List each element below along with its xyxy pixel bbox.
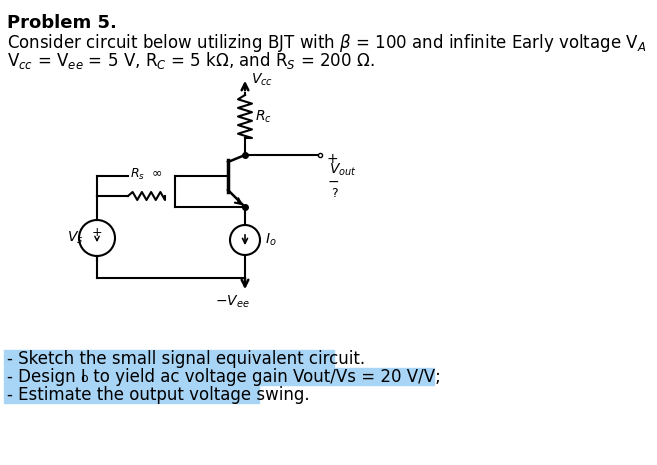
Text: −: − xyxy=(328,175,340,189)
Text: +: + xyxy=(326,152,338,166)
Text: $R_c$: $R_c$ xyxy=(255,108,272,125)
Bar xyxy=(4,368,434,385)
Text: ?: ? xyxy=(331,187,338,200)
Text: to yield ac voltage gain Vout/Vs = 20 V/V;: to yield ac voltage gain Vout/Vs = 20 V/… xyxy=(88,368,441,386)
Text: - Design I: - Design I xyxy=(7,368,86,386)
Text: $R_s$  $\infty$: $R_s$ $\infty$ xyxy=(130,167,163,182)
Text: $V_s$: $V_s$ xyxy=(67,230,83,246)
Text: +: + xyxy=(92,226,102,239)
Text: $V_{out}$: $V_{out}$ xyxy=(329,162,357,179)
Text: $I_o$: $I_o$ xyxy=(265,232,277,248)
Text: Consider circuit below utilizing BJT with $\beta$ = 100 and infinite Early volta: Consider circuit below utilizing BJT wit… xyxy=(7,32,646,54)
Text: - Estimate the output voltage swing.: - Estimate the output voltage swing. xyxy=(7,386,309,404)
Bar xyxy=(4,350,334,367)
Text: - Sketch the small signal equivalent circuit.: - Sketch the small signal equivalent cir… xyxy=(7,350,365,368)
Bar xyxy=(4,386,259,403)
Text: $-V_{ee}$: $-V_{ee}$ xyxy=(215,294,250,311)
Text: $V_{cc}$: $V_{cc}$ xyxy=(251,72,273,88)
Text: V$_{cc}$ = V$_{ee}$ = 5 V, R$_C$ = 5 k$\Omega$, and R$_S$ = 200 $\Omega$.: V$_{cc}$ = V$_{ee}$ = 5 V, R$_C$ = 5 k$\… xyxy=(7,50,374,71)
Text: Problem 5.: Problem 5. xyxy=(7,14,117,32)
Text: o: o xyxy=(80,372,87,385)
